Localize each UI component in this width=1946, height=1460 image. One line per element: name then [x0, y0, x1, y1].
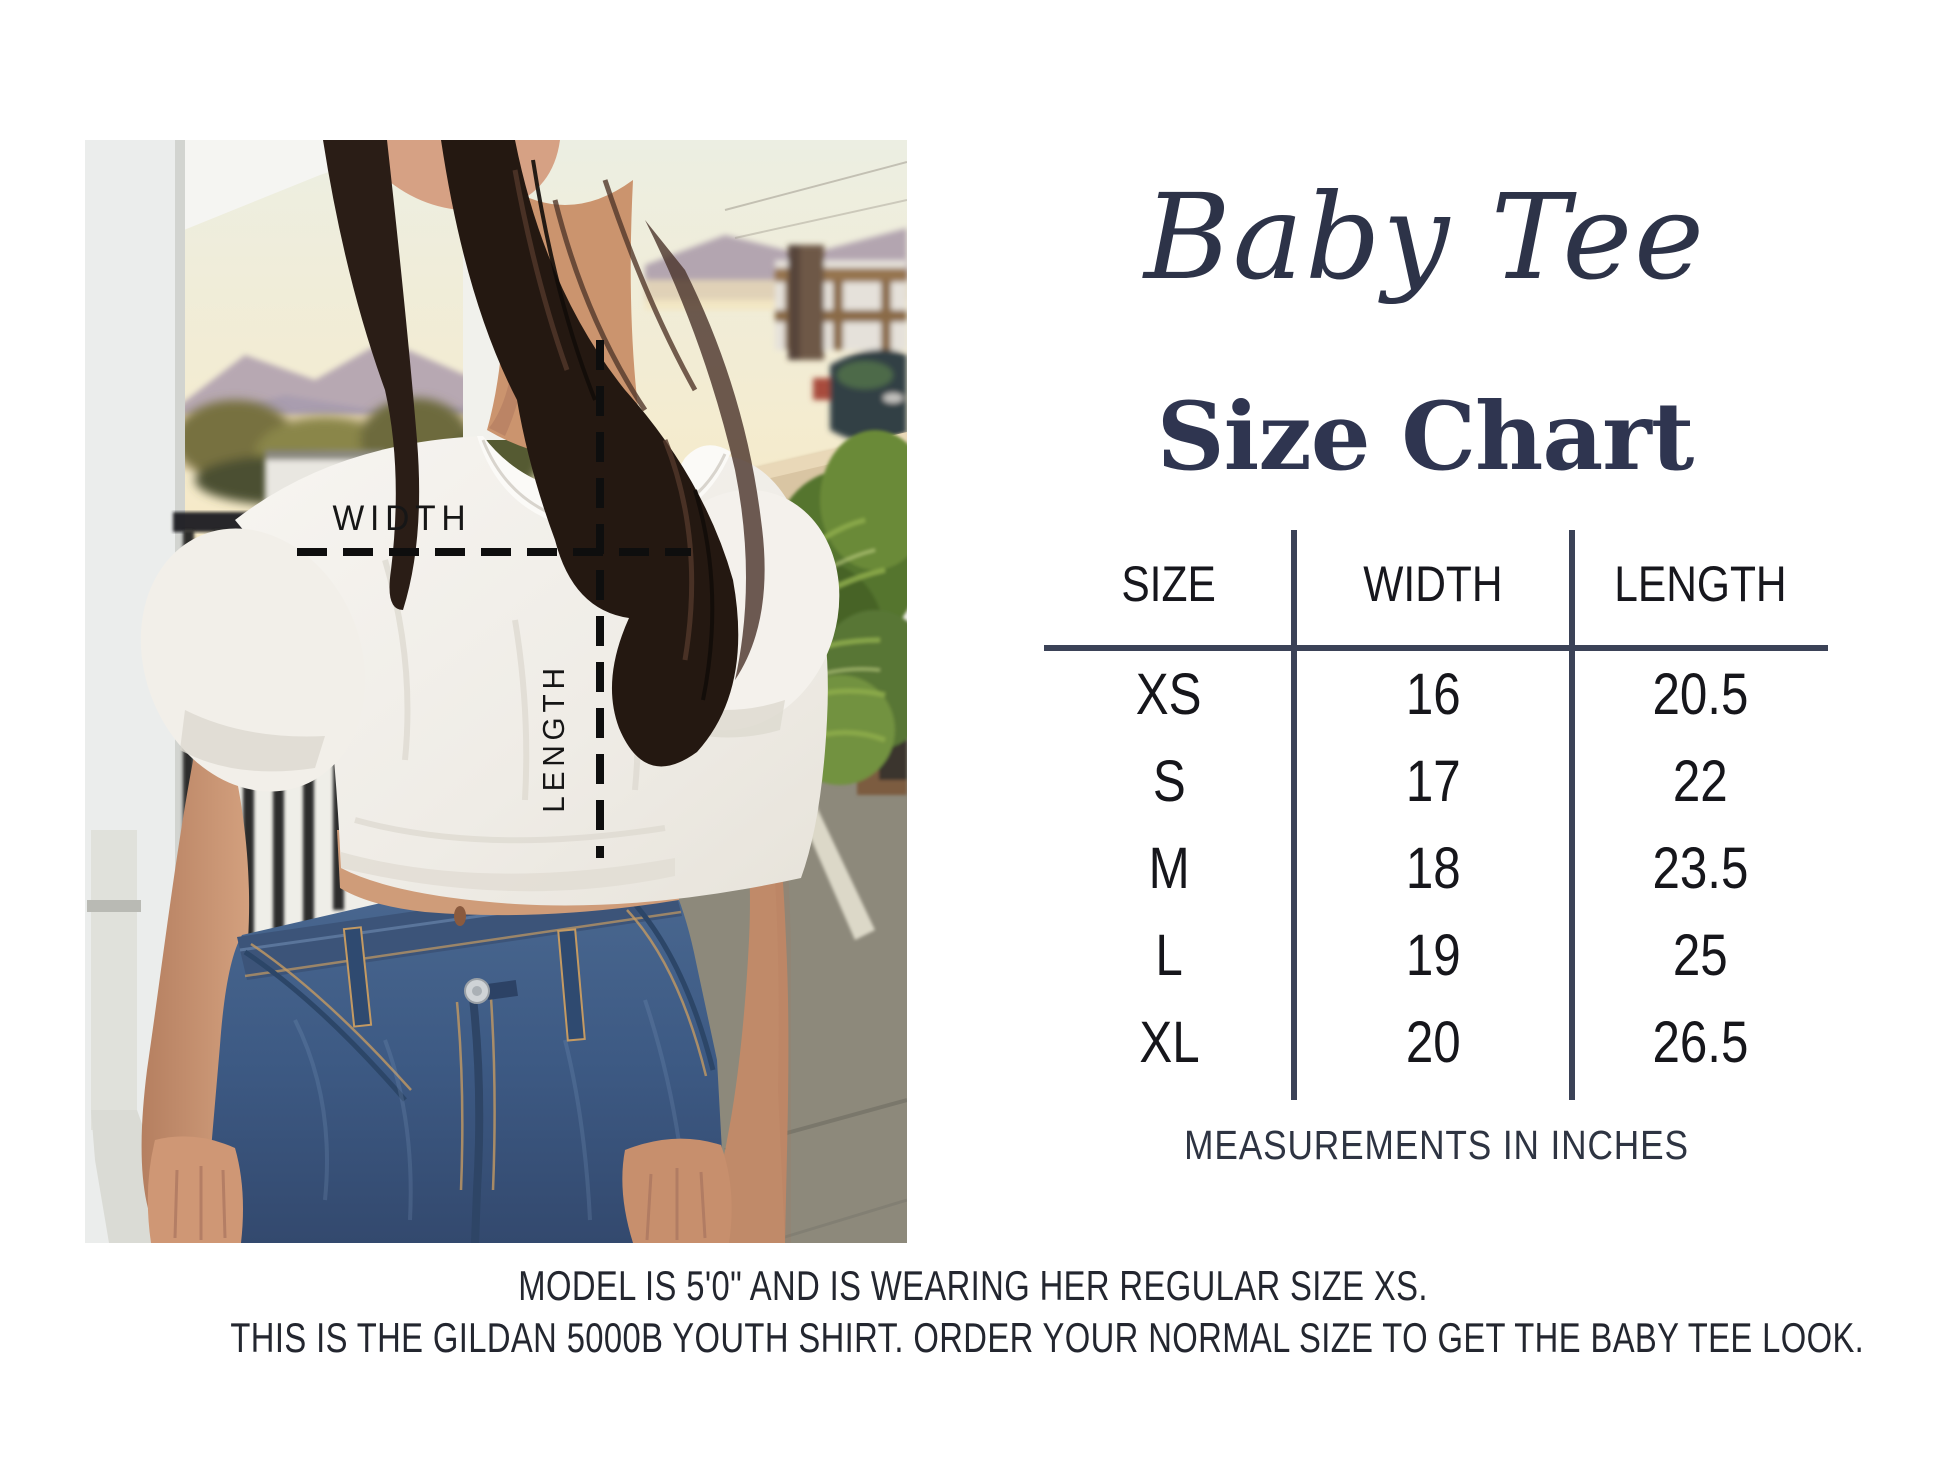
column-divider — [1569, 530, 1575, 1100]
measurement-lines — [297, 340, 691, 858]
size-table-body: XS 16 20.5 S 17 22 M 18 23.5 L 19 25 XL — [1044, 651, 1828, 1086]
column-header-width: WIDTH — [1363, 556, 1503, 612]
table-row: M 18 23.5 — [1148, 836, 1748, 901]
photo-scene-illustration — [85, 140, 907, 1243]
caption-model-info: MODEL IS 5'0" AND IS WEARING HER REGULAR… — [518, 1262, 1428, 1309]
width-annotation-label: WIDTH — [332, 499, 472, 538]
length-annotation-label: LENGTH — [536, 663, 571, 813]
column-header-size: SIZE — [1121, 556, 1217, 612]
table-row: S 17 22 — [1152, 749, 1728, 814]
title-script-baby-tee: Baby Tee — [1144, 168, 1706, 306]
table-row: XL 20 26.5 — [1138, 1010, 1748, 1075]
column-header-length: LENGTH — [1613, 556, 1787, 612]
title-size-chart: Size Chart — [1156, 382, 1695, 492]
caption-shirt-info: THIS IS THE GILDAN 5000B YOUTH SHIRT. OR… — [230, 1314, 1865, 1361]
measurements-footnote: MEASUREMENTS IN INCHES — [1183, 1122, 1689, 1168]
header-rule — [1044, 645, 1828, 651]
size-table: SIZE WIDTH LENGTH XS 16 20.5 S 17 22 M 1… — [1044, 528, 1828, 1105]
table-row: XS 16 20.5 — [1136, 662, 1748, 727]
model-photo: WIDTH LENGTH — [85, 140, 907, 1243]
size-table-header: SIZE WIDTH LENGTH — [1044, 528, 1828, 640]
table-row: L 19 25 — [1155, 923, 1728, 988]
column-divider — [1291, 530, 1297, 1100]
